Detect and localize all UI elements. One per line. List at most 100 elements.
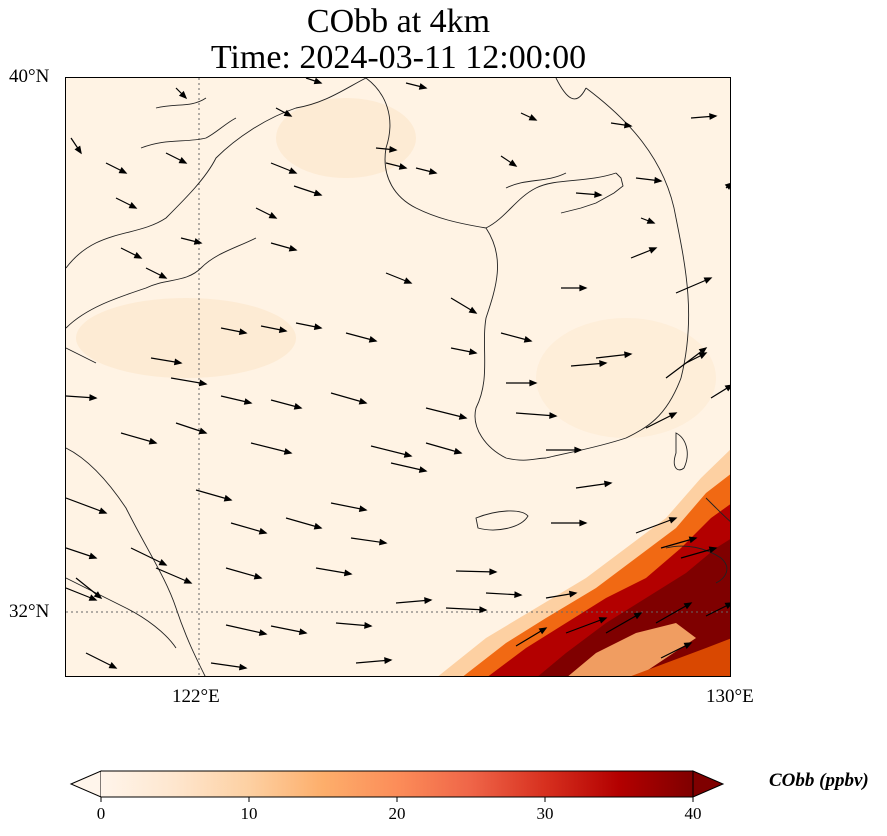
wind-vector-head	[358, 505, 368, 513]
wind-vector-head	[428, 168, 438, 175]
wind-vector	[635, 517, 677, 534]
wind-vector-head	[288, 167, 298, 174]
wind-vector	[455, 570, 497, 573]
wind-vector-head	[668, 412, 678, 419]
wind-vector-head	[468, 348, 478, 356]
wind-vector-head	[603, 480, 613, 488]
wind-vector-head	[646, 217, 656, 224]
wind-vector-head	[198, 379, 208, 387]
wind-vector-head	[88, 552, 98, 560]
wind-vector-head	[158, 272, 168, 279]
wind-vector-head	[98, 507, 108, 514]
wind-vector-head	[574, 446, 583, 454]
colorbar-tick-label: 10	[240, 804, 258, 823]
wind-vector-head	[724, 384, 730, 392]
wind-vector-head	[283, 109, 293, 117]
wind-vector-head	[243, 398, 253, 405]
wind-vector-head	[158, 559, 168, 566]
wind-vector-head	[343, 569, 353, 577]
wind-vector-head	[398, 163, 408, 170]
wind-vector-head	[238, 663, 248, 671]
wind-vector-head	[479, 606, 488, 614]
wind-vector-head	[724, 602, 730, 609]
wind-vector-head	[178, 157, 188, 164]
wind-vector-head	[128, 202, 138, 209]
wind-vector-head	[424, 597, 433, 604]
map-canvas	[66, 78, 730, 676]
wind-vector-head	[508, 159, 518, 167]
wind-vector-head	[709, 113, 718, 120]
wind-vector-head	[93, 591, 103, 599]
wind-vector	[515, 412, 557, 417]
wind-vector-head	[313, 189, 323, 197]
wind-vector-head	[368, 336, 378, 343]
wind-vector-head	[633, 612, 643, 620]
wind-vector-head	[193, 238, 203, 245]
map-title: CObb at 4km	[306, 3, 491, 40]
wind-vector-head	[648, 247, 658, 254]
wind-vector	[66, 497, 107, 514]
wind-vector-head	[529, 379, 538, 387]
wind-vector-head	[283, 448, 293, 455]
wind-vector-head	[538, 627, 548, 635]
wind-vector-head	[623, 121, 633, 129]
wind-vector-head	[238, 328, 248, 336]
wind-vector-head	[253, 572, 263, 580]
wind-vector	[425, 407, 467, 419]
wind-vector	[250, 442, 292, 454]
wind-vector-head	[403, 451, 413, 458]
wind-vector-head	[418, 466, 428, 473]
wind-vector-head	[468, 306, 478, 314]
lat-tick-label: 32°N	[9, 601, 50, 622]
wind-vector-head	[358, 397, 368, 405]
wind-vector-head	[668, 517, 678, 524]
wind-vector-head	[313, 78, 323, 85]
colorbar-tick-label: 20	[388, 804, 406, 823]
wind-vector-head	[624, 351, 633, 359]
field-patch	[536, 318, 716, 438]
wind-vector-head	[523, 336, 533, 343]
wind-vector-head	[74, 145, 82, 155]
wind-vector-head	[108, 662, 118, 669]
wind-vector-head	[278, 326, 288, 334]
colorbar-label: CObb (ppbv)	[769, 770, 869, 791]
wind-vector-head	[293, 403, 303, 410]
plume-corner	[631, 638, 730, 676]
wind-vector-head	[384, 657, 393, 664]
wind-vector	[445, 607, 487, 611]
wind-vector-head	[364, 622, 373, 629]
coastlines	[66, 78, 730, 676]
wind-vector-head	[418, 83, 428, 90]
wind-vector-head	[298, 628, 308, 636]
wind-vector-head	[183, 577, 193, 584]
wind-vector	[605, 612, 642, 634]
wind-vector-head	[703, 277, 713, 284]
field-patch	[76, 298, 296, 378]
wind-vector-head	[579, 284, 588, 292]
wind-vector-head	[549, 412, 558, 419]
field-patch	[276, 98, 416, 178]
wind-vector-head	[489, 568, 498, 576]
wind-vector-head	[313, 323, 323, 331]
wind-vector-head	[568, 590, 578, 598]
wind-vector-head	[528, 114, 538, 121]
wind-vector-head	[514, 591, 523, 599]
wind-vector-head	[453, 447, 463, 455]
wind-vector-head	[133, 252, 143, 259]
wind-vector-head	[173, 358, 183, 366]
lon-tick-label: 122°E	[172, 686, 220, 707]
wind-vector-head	[698, 347, 708, 355]
wind-vector-head	[288, 244, 298, 252]
wind-vector-head	[683, 642, 693, 649]
wind-vector	[370, 445, 412, 457]
wind-vector-head	[223, 494, 233, 502]
colorbar-tick-label: 30	[536, 804, 554, 823]
colorbar-extend-max	[692, 770, 725, 798]
wind-vector-head	[594, 191, 603, 198]
wind-vector	[225, 624, 267, 635]
wind-vector-head	[258, 527, 268, 535]
wind-vector-head	[458, 413, 468, 420]
wind-vector-head	[198, 427, 208, 435]
map-subtitle-time: Time: 2024-03-11 12:00:00	[210, 39, 587, 76]
wind-vector	[655, 602, 692, 624]
